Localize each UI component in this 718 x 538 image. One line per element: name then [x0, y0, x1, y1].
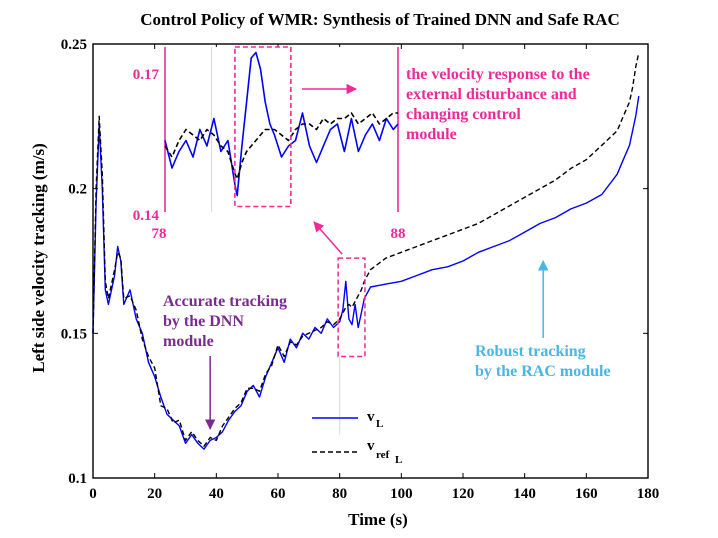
legend-subsub-L: L [395, 454, 402, 466]
x-tick-label: 160 [575, 486, 598, 502]
inset-y-tick-label: 0.14 [133, 208, 160, 224]
series-lines [92, 52, 640, 450]
chart-title: Control Policy of WMR: Synthesis of Trai… [140, 10, 619, 29]
inset-x-tick-label: 78 [152, 226, 167, 242]
legend-sub-ref: ref [376, 449, 390, 461]
x-tick-label: 20 [147, 486, 162, 502]
inset-zoom-plot: 0.17 0.14 78 88 [133, 46, 406, 242]
x-tick-label: 0 [89, 486, 97, 502]
inset-description-text: module [406, 126, 457, 143]
y-tick-label: 0.1 [68, 471, 87, 487]
y-tick-label: 0.15 [61, 326, 87, 342]
inset-y-tick-label: 0.17 [133, 67, 160, 83]
inset-background [165, 47, 398, 212]
y-tick-label: 0.25 [61, 37, 87, 53]
dnn-annotation-text: by the DNN [163, 313, 244, 330]
inset-series-line-v-L [164, 51, 399, 197]
x-tick-label: 40 [209, 486, 224, 502]
y-tick-label: 0.2 [68, 182, 87, 198]
y-axis-label: Left side velocity tracking (m/s) [29, 143, 48, 372]
dnn-annotation-text: Accurate tracking [163, 293, 287, 310]
plot-frame [92, 43, 649, 479]
annotations: the velocity response to the external dis… [163, 66, 611, 430]
legend-sub-L: L [376, 418, 383, 430]
inset-series-line-v-ref-L [164, 112, 398, 180]
legend-label-v: v [367, 438, 375, 454]
inset-description-text: external disturbance and [406, 86, 577, 103]
y-ticks: 0.1 0.15 0.2 0.25 [61, 37, 648, 487]
zoom-region-box [337, 257, 366, 358]
annotation-overlay [337, 257, 366, 435]
x-tick-label: 180 [637, 486, 660, 502]
series-line-v-ref-L [92, 52, 640, 447]
rac-annotation-text: Robust tracking [475, 343, 586, 360]
x-tick-label: 120 [452, 486, 475, 502]
x-tick-label: 60 [271, 486, 286, 502]
x-tick-label: 80 [332, 486, 347, 502]
rac-annotation-text: by the RAC module [475, 363, 611, 380]
inset-description-text: changing control [406, 106, 521, 123]
x-tick-label: 100 [390, 486, 413, 502]
inset-description-text: the velocity response to the [406, 66, 590, 83]
legend-label-v: v [367, 409, 375, 425]
x-tick-label: 140 [513, 486, 536, 502]
main-plot-area: 0 20 40 60 80 100 120 140 160 180 0.1 0.15 0.2 0.25 [61, 37, 660, 502]
dnn-annotation-text: module [163, 333, 214, 350]
zoom-to-inset-arrow [313, 221, 343, 255]
x-axis-label: Time (s) [348, 510, 408, 529]
inset-x-tick-label: 88 [391, 226, 406, 242]
inset-highlight-box [234, 46, 292, 208]
series-line-v-L [92, 95, 640, 450]
